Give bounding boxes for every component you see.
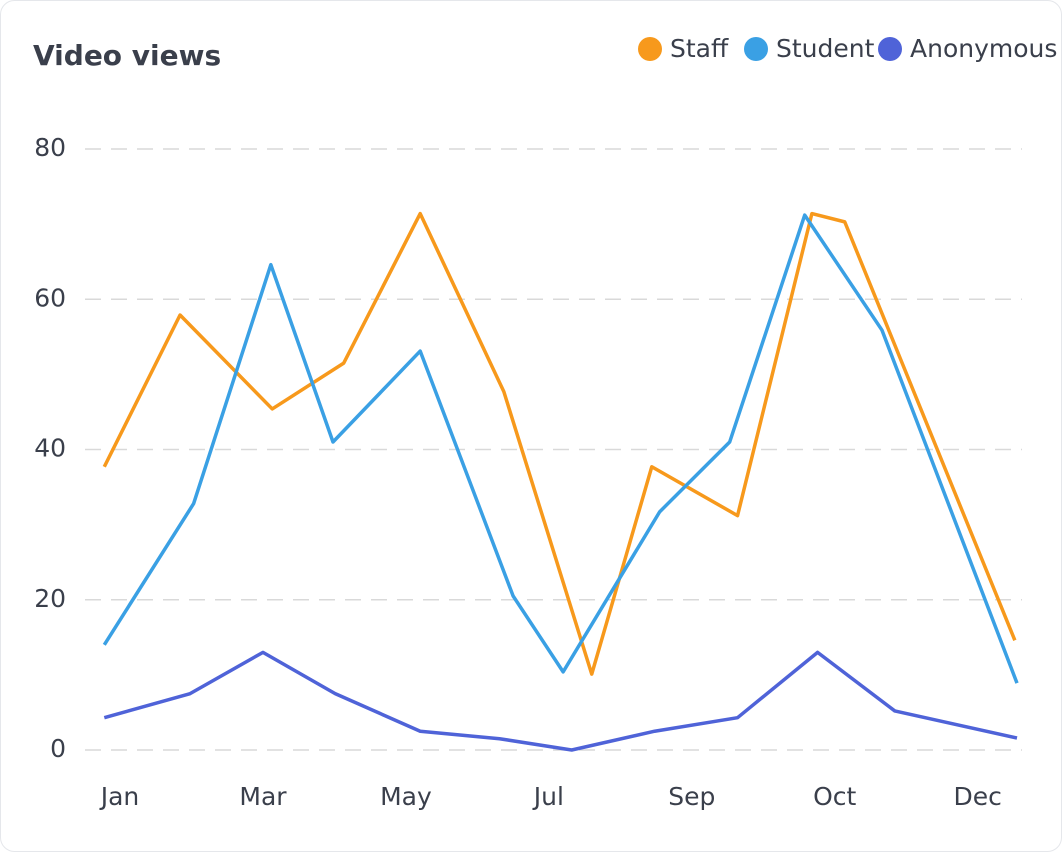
x-tick-label: Jan [99,782,140,811]
legend-label: Staff [670,34,729,63]
x-tick-label: Sep [668,782,715,811]
line [102,211,1017,676]
line [102,213,1019,684]
legend-swatch [638,37,662,61]
line [103,650,1018,752]
y-tick-label: 20 [34,584,66,613]
legend-swatch [744,37,768,61]
y-tick-label: 0 [50,734,66,763]
x-tick-label: May [380,782,432,811]
x-tick-label: Oct [813,782,856,811]
y-tick-label: 60 [34,283,66,312]
legend-swatch [878,37,902,61]
chart-title: Video views [33,39,221,72]
x-tick-label: Dec [953,782,1001,811]
x-tick-label: Jul [532,782,564,811]
legend-label: Student [776,34,875,63]
legend-label: Anonymous [910,34,1057,63]
x-tick-label: Mar [239,782,287,811]
y-tick-label: 40 [34,434,66,463]
y-tick-label: 80 [34,133,66,162]
